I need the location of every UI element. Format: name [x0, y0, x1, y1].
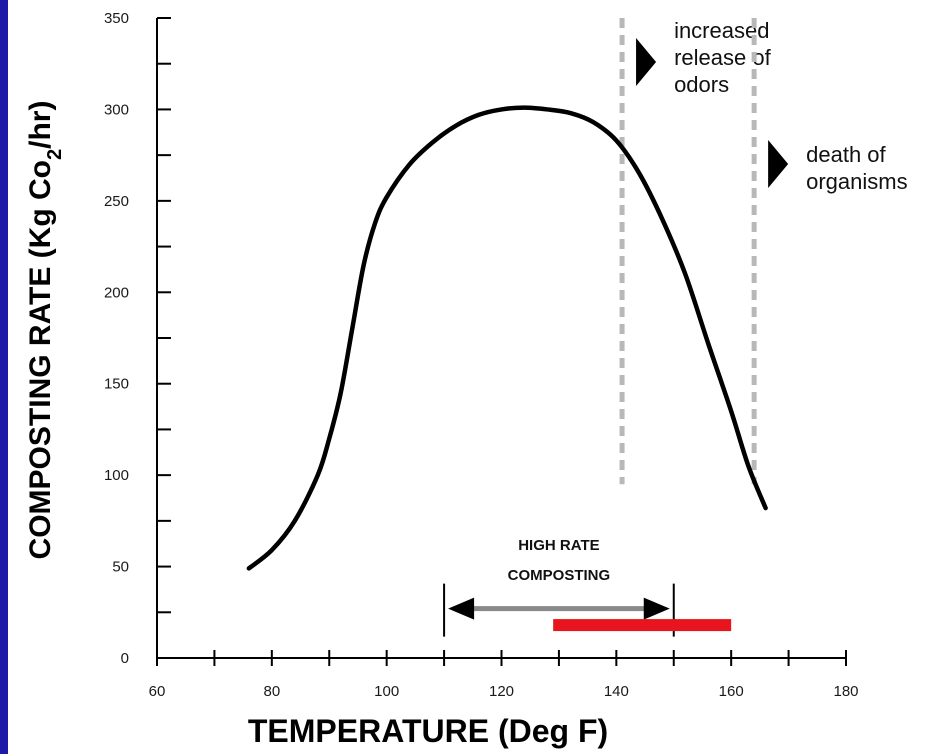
y-axis-title-main: COMPOSTING RATE (Kg Co	[24, 160, 57, 559]
y-tick-label: 100	[104, 467, 129, 484]
y-tick-label: 350	[104, 10, 129, 27]
x-tick-label: 60	[149, 683, 166, 700]
y-tick-label: 200	[104, 284, 129, 301]
y-tick-label: 150	[104, 376, 129, 393]
y-tick-label: 250	[104, 193, 129, 210]
reference-line-label: release of	[674, 45, 772, 70]
x-tick-label: 100	[374, 683, 399, 700]
composting-rate-chart: 0 50 100 150 200 250 300 350 60 80 100 120 140 160 180…	[24, 10, 908, 749]
annotation-pointer-icon	[768, 140, 789, 188]
reference-line-label: death of	[806, 142, 886, 167]
highlight-bar	[553, 619, 732, 632]
reference-line-label: organisms	[806, 169, 907, 194]
y-tick-label: 50	[112, 559, 129, 576]
reference-line-label: odors	[674, 72, 729, 97]
range-arrow-left-icon	[448, 597, 475, 620]
y-tick-label: 0	[121, 650, 129, 667]
curve-layer	[246, 105, 768, 571]
x-tick-label: 160	[719, 683, 744, 700]
range-arrow-right-icon	[643, 597, 670, 620]
x-tick-label: 80	[263, 683, 280, 700]
composting-rate-curve	[246, 105, 768, 571]
y-axis-title-end: /hr)	[24, 101, 57, 149]
axes-layer: 0 50 100 150 200 250 300 350 60 80 100 120 140 160 180	[104, 10, 859, 700]
annotation-pointer-icon	[636, 38, 657, 86]
annotations-layer: HIGH RATE COMPOSTING	[443, 537, 732, 637]
y-axis-title: COMPOSTING RATE (Kg Co2/hr)	[24, 101, 66, 560]
range-label: COMPOSTING	[508, 567, 611, 584]
y-tick-label: 300	[104, 101, 129, 118]
y-axis-title-subscript: 2	[44, 149, 66, 160]
x-tick-label: 180	[833, 683, 858, 700]
x-tick-label: 140	[604, 683, 629, 700]
chart-frame: 0 50 100 150 200 250 300 350 60 80 100 120 140 160 180…	[8, 0, 944, 754]
x-axis-title: TEMPERATURE (Deg F)	[248, 713, 608, 749]
x-tick-label: 120	[489, 683, 514, 700]
range-label: HIGH RATE	[518, 537, 599, 554]
